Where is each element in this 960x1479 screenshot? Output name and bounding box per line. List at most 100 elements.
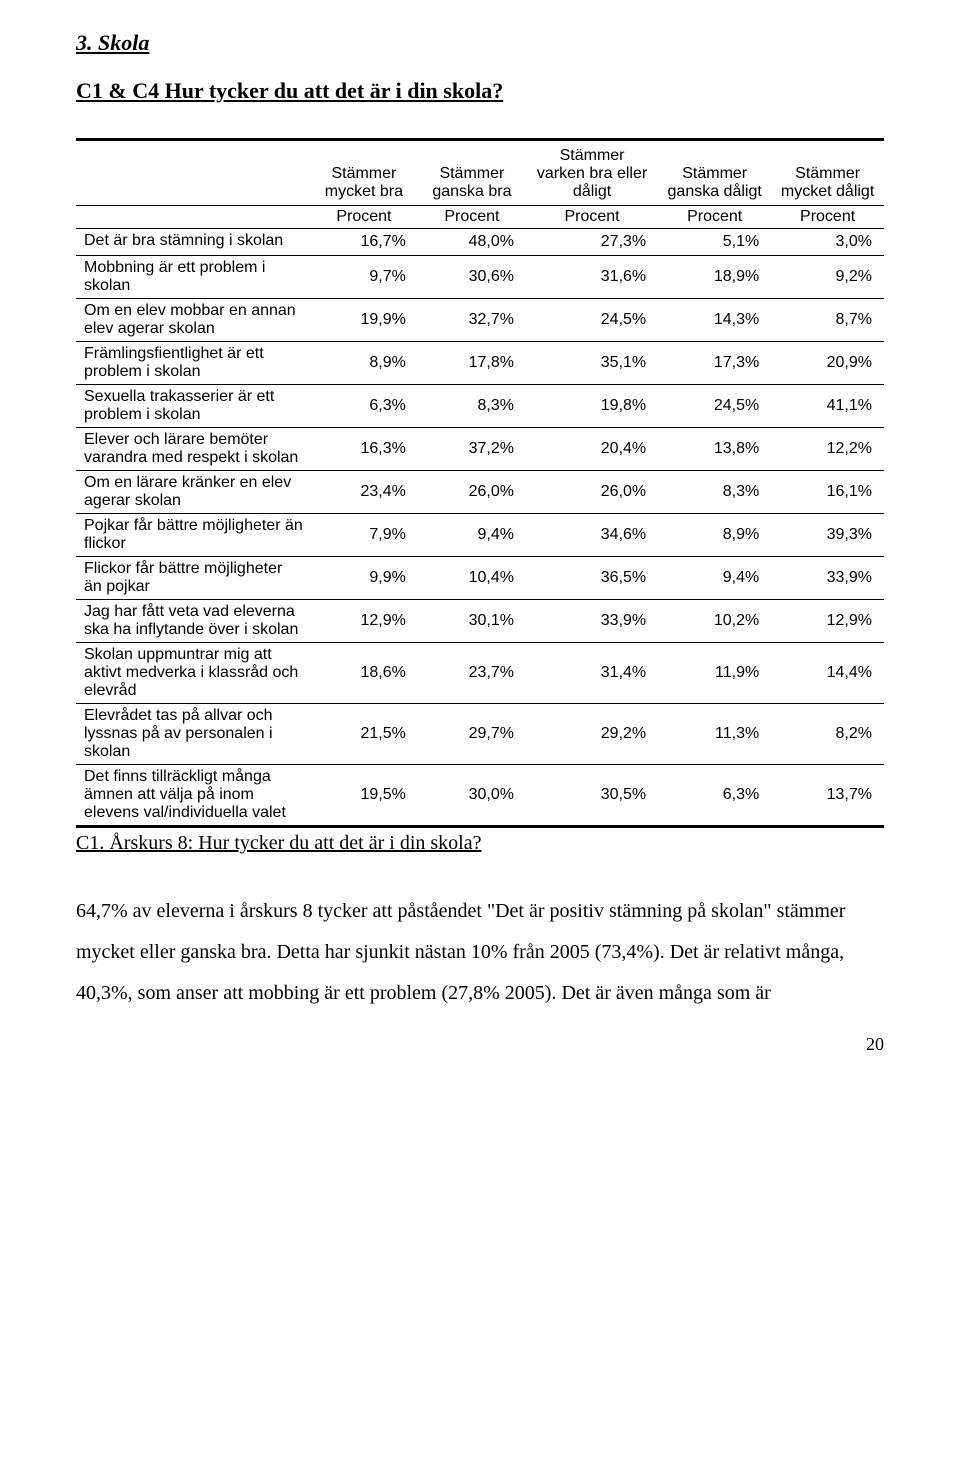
row-val: 11,9% [658,643,771,704]
row-val: 23,7% [418,643,526,704]
row-val: 33,9% [526,600,658,643]
sub-header-3: Procent [526,206,658,229]
row-val: 9,4% [418,514,526,557]
row-val: 8,9% [658,514,771,557]
row-val: 19,9% [310,299,418,342]
row-val: 39,3% [771,514,884,557]
row-label: Elevrådet tas på allvar och lyssnas på a… [76,704,310,765]
row-val: 33,9% [771,557,884,600]
table-row: Elevrådet tas på allvar och lyssnas på a… [76,704,884,765]
row-val: 30,5% [526,765,658,827]
header-blank [76,140,310,206]
body-paragraph: 64,7% av eleverna i årskurs 8 tycker att… [76,891,884,1014]
row-val: 12,9% [310,600,418,643]
row-val: 26,0% [526,471,658,514]
row-val: 12,2% [771,428,884,471]
table-row: Jag har fått veta vad eleverna ska ha in… [76,600,884,643]
table-row: Sexuella trakasserier är ett problem i s… [76,385,884,428]
row-val: 23,4% [310,471,418,514]
row-val: 24,5% [526,299,658,342]
table-caption: C1. Årskurs 8: Hur tycker du att det är … [76,832,884,855]
table-row: Främlingsfientlighet är ett problem i sk… [76,342,884,385]
row-val: 9,4% [658,557,771,600]
row-val: 41,1% [771,385,884,428]
row-val: 6,3% [658,765,771,827]
row-val: 32,7% [418,299,526,342]
row-label: Elever och lärare bemöter varandra med r… [76,428,310,471]
row-label: Mobbning är ett problem i skolan [76,256,310,299]
row-val: 29,2% [526,704,658,765]
row-val: 8,3% [418,385,526,428]
row-val: 9,9% [310,557,418,600]
row-val: 24,5% [658,385,771,428]
row-val: 5,1% [658,229,771,256]
row-label: Främlingsfientlighet är ett problem i sk… [76,342,310,385]
row-val: 19,8% [526,385,658,428]
survey-table: Stämmer mycket bra Stämmer ganska bra St… [76,138,884,828]
table-row: Skolan uppmuntrar mig att aktivt medverk… [76,643,884,704]
row-val: 8,2% [771,704,884,765]
page-number: 20 [76,1034,884,1055]
row-val: 3,0% [771,229,884,256]
table-row: Mobbning är ett problem i skolan 9,7% 30… [76,256,884,299]
col-header-5: Stämmer mycket dåligt [771,140,884,206]
row-val: 36,5% [526,557,658,600]
row-val: 37,2% [418,428,526,471]
col-header-3: Stämmer varken bra eller dåligt [526,140,658,206]
row-val: 7,9% [310,514,418,557]
row-val: 16,7% [310,229,418,256]
row-val: 18,6% [310,643,418,704]
sub-heading: C1 & C4 Hur tycker du att det är i din s… [76,78,884,104]
row-val: 18,9% [658,256,771,299]
row-val: 16,1% [771,471,884,514]
row-val: 10,4% [418,557,526,600]
row-val: 30,1% [418,600,526,643]
row-val: 26,0% [418,471,526,514]
row-val: 27,3% [526,229,658,256]
sub-header-4: Procent [658,206,771,229]
row-val: 30,6% [418,256,526,299]
row-val: 20,4% [526,428,658,471]
row-val: 8,3% [658,471,771,514]
section-heading: 3. Skola [76,30,884,56]
row-label: Flickor får bättre möjligheter än pojkar [76,557,310,600]
col-header-2: Stämmer ganska bra [418,140,526,206]
table-row: Pojkar får bättre möjligheter än flickor… [76,514,884,557]
row-val: 30,0% [418,765,526,827]
row-val: 9,7% [310,256,418,299]
row-val: 20,9% [771,342,884,385]
table-row: Elever och lärare bemöter varandra med r… [76,428,884,471]
row-val: 35,1% [526,342,658,385]
col-header-4: Stämmer ganska dåligt [658,140,771,206]
row-val: 16,3% [310,428,418,471]
col-header-1: Stämmer mycket bra [310,140,418,206]
row-label: Jag har fått veta vad eleverna ska ha in… [76,600,310,643]
row-val: 13,8% [658,428,771,471]
row-val: 17,3% [658,342,771,385]
row-label: Om en elev mobbar en annan elev agerar s… [76,299,310,342]
row-val: 8,9% [310,342,418,385]
row-val: 8,7% [771,299,884,342]
row-val: 29,7% [418,704,526,765]
row-val: 12,9% [771,600,884,643]
sub-header-5: Procent [771,206,884,229]
row-val: 48,0% [418,229,526,256]
row-val: 14,3% [658,299,771,342]
row-val: 14,4% [771,643,884,704]
row-val: 21,5% [310,704,418,765]
row-val: 34,6% [526,514,658,557]
row-val: 19,5% [310,765,418,827]
table-row: Om en lärare kränker en elev agerar skol… [76,471,884,514]
row-label: Det finns tillräckligt många ämnen att v… [76,765,310,827]
table-row: Det är bra stämning i skolan 16,7% 48,0%… [76,229,884,256]
row-val: 13,7% [771,765,884,827]
row-label: Pojkar får bättre möjligheter än flickor [76,514,310,557]
row-label: Om en lärare kränker en elev agerar skol… [76,471,310,514]
row-val: 11,3% [658,704,771,765]
row-label: Det är bra stämning i skolan [76,229,310,256]
row-val: 31,6% [526,256,658,299]
row-val: 9,2% [771,256,884,299]
row-label: Sexuella trakasserier är ett problem i s… [76,385,310,428]
row-val: 31,4% [526,643,658,704]
table-row: Flickor får bättre möjligheter än pojkar… [76,557,884,600]
